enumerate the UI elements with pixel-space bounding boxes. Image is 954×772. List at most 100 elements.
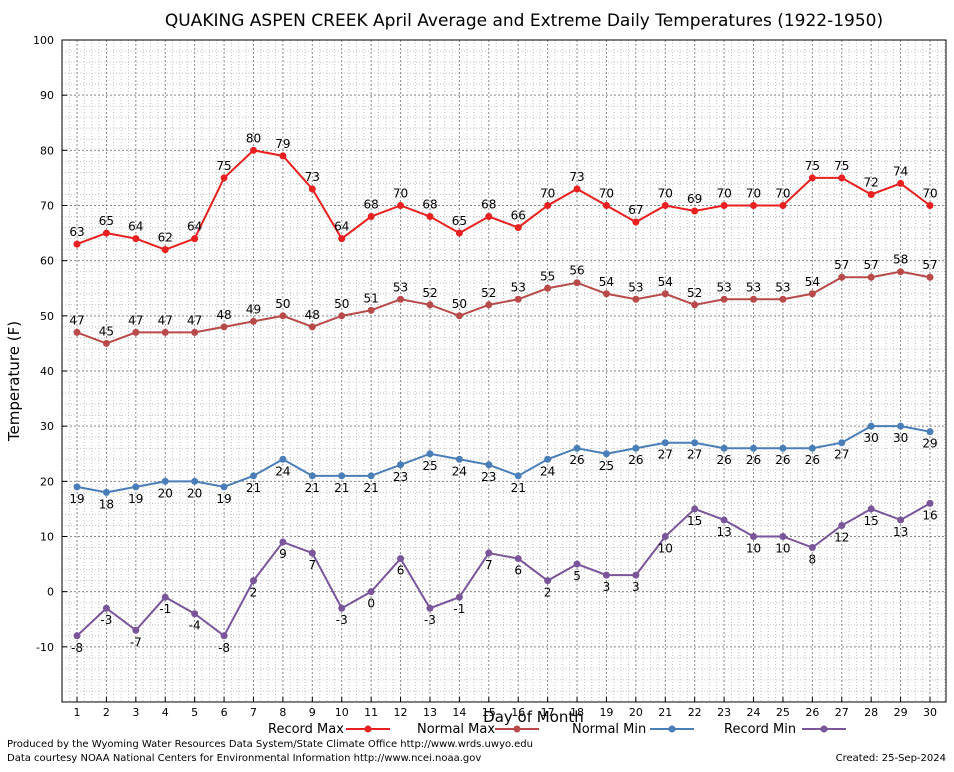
- data-label: 26: [746, 453, 761, 467]
- data-point: [779, 533, 787, 540]
- data-label: 24: [275, 464, 290, 478]
- data-label: 27: [658, 448, 673, 462]
- chart-title: QUAKING ASPEN CREEK April Average and Ex…: [165, 11, 883, 31]
- legend-label: Normal Min: [572, 722, 646, 737]
- data-label: 70: [922, 187, 937, 201]
- data-point: [455, 229, 463, 237]
- data-label: 26: [716, 453, 731, 467]
- data-point: [367, 472, 375, 480]
- data-point: [102, 339, 110, 347]
- data-label: 21: [246, 481, 261, 495]
- data-label: 57: [922, 258, 937, 272]
- data-label: 27: [687, 448, 702, 462]
- data-label: 21: [334, 481, 349, 495]
- y-tick-label: 70: [40, 200, 54, 213]
- x-tick-label: 15: [482, 706, 496, 719]
- data-point: [397, 555, 405, 563]
- data-point: [73, 328, 81, 336]
- data-label: 19: [69, 492, 84, 506]
- data-label: -7: [130, 635, 142, 649]
- data-point: [308, 549, 316, 557]
- data-label: 54: [658, 275, 673, 289]
- data-label: 58: [893, 253, 908, 267]
- y-tick-label: 0: [47, 586, 54, 599]
- data-point: [191, 235, 199, 243]
- data-point: [897, 268, 905, 276]
- data-label: 64: [187, 220, 202, 234]
- legend-label: Record Min: [724, 722, 796, 737]
- x-tick-label: 8: [279, 706, 286, 719]
- data-label: 7: [485, 558, 493, 572]
- x-tick-label: 2: [103, 706, 110, 719]
- data-point: [161, 328, 169, 336]
- x-tick-label: 6: [221, 706, 228, 719]
- data-label: 70: [393, 187, 408, 201]
- data-label: 3: [603, 580, 611, 594]
- data-point: [455, 593, 463, 601]
- y-axis-label: Temperature (F): [5, 321, 23, 442]
- data-label: 57: [864, 258, 879, 272]
- data-label: 25: [599, 459, 614, 473]
- data-point: [779, 202, 787, 209]
- data-point: [102, 604, 110, 612]
- data-point: [602, 290, 610, 298]
- x-tick-label: 18: [570, 706, 584, 719]
- data-label: 12: [834, 530, 849, 544]
- data-point: [691, 439, 699, 447]
- data-label: 20: [158, 486, 173, 500]
- data-point: [102, 488, 110, 496]
- x-tick-label: 11: [364, 706, 378, 719]
- data-point: [838, 174, 846, 182]
- data-point: [808, 174, 816, 182]
- x-tick-label: 13: [423, 706, 437, 719]
- data-point: [867, 505, 875, 513]
- data-label: 23: [481, 470, 496, 484]
- data-label: -1: [453, 602, 465, 616]
- data-label: 48: [216, 308, 231, 322]
- x-tick-label: 9: [309, 706, 316, 719]
- data-point: [867, 273, 875, 281]
- data-point: [485, 301, 493, 309]
- data-point: [573, 279, 581, 287]
- data-label: 70: [540, 187, 555, 201]
- data-label: 6: [397, 564, 405, 578]
- data-label: 7: [308, 558, 316, 572]
- data-point: [867, 190, 875, 198]
- data-label: 75: [216, 159, 231, 173]
- data-point: [720, 516, 728, 524]
- data-label: 26: [628, 453, 643, 467]
- data-point: [249, 472, 257, 480]
- data-label: 21: [511, 481, 526, 495]
- data-point: [220, 632, 228, 640]
- data-label: 53: [628, 280, 643, 294]
- data-point: [544, 455, 552, 463]
- x-tick-label: 28: [864, 706, 878, 719]
- x-tick-label: 4: [162, 706, 169, 719]
- data-point: [426, 450, 434, 458]
- data-point: [632, 444, 640, 452]
- data-label: 19: [216, 492, 231, 506]
- data-point: [514, 472, 522, 480]
- data-point: [750, 202, 758, 209]
- data-point: [897, 516, 905, 524]
- data-label: 26: [805, 453, 820, 467]
- data-label: 74: [893, 164, 908, 178]
- data-point: [161, 246, 169, 254]
- data-point: [573, 444, 581, 452]
- y-tick-label: 40: [40, 365, 54, 378]
- data-point: [455, 455, 463, 463]
- data-point: [73, 483, 81, 491]
- data-label: 65: [452, 214, 467, 228]
- x-tick-label: 1: [74, 706, 81, 719]
- data-label: 66: [511, 209, 526, 223]
- data-point: [426, 604, 434, 612]
- data-point: [750, 295, 758, 303]
- data-label: 0: [367, 597, 375, 611]
- data-label: -8: [218, 641, 230, 655]
- x-tick-label: 24: [747, 706, 761, 719]
- data-point: [661, 202, 669, 209]
- data-label: -3: [336, 613, 348, 627]
- data-point: [779, 295, 787, 303]
- data-point: [426, 301, 434, 309]
- y-tick-label: 60: [40, 255, 54, 268]
